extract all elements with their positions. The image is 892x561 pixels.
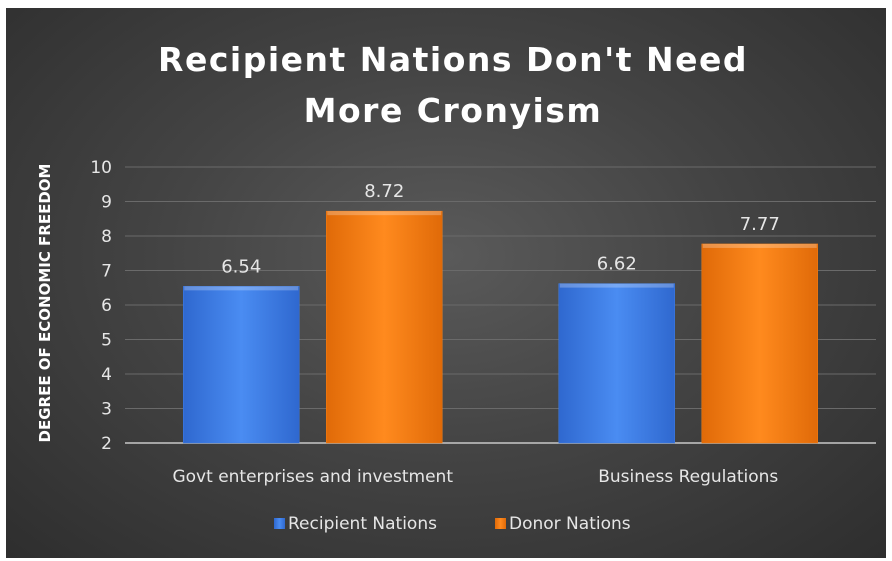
- bars: [183, 210, 818, 444]
- y-tick-label: 10: [90, 158, 112, 178]
- bar-highlight: [184, 286, 299, 291]
- bar-highlight: [327, 211, 442, 216]
- y-tick-label: 8: [101, 227, 112, 247]
- y-tick-label: 7: [101, 262, 112, 282]
- bar-recipient-2: [558, 283, 675, 444]
- y-tick-labels: 2 3 4 5 6 7 8 9 10: [90, 158, 112, 454]
- data-label: 8.72: [364, 181, 404, 202]
- y-tick-label: 9: [101, 193, 112, 213]
- category-label: Business Regulations: [598, 467, 778, 487]
- y-tick-label: 2: [101, 434, 112, 454]
- legend-swatch-donor: [495, 518, 506, 529]
- y-tick-label: 6: [101, 296, 112, 316]
- y-tick-label: 5: [101, 331, 112, 351]
- chart-card: Recipient Nations Don't Need More Cronyi…: [6, 8, 886, 558]
- category-labels: Govt enterprises and investment Business …: [172, 467, 778, 487]
- bar-chart: Recipient Nations Don't Need More Cronyi…: [36, 40, 876, 534]
- legend-label: Donor Nations: [509, 514, 631, 534]
- data-label: 7.77: [740, 214, 780, 235]
- data-label: 6.54: [221, 256, 261, 277]
- legend-swatch-recipient: [274, 518, 285, 529]
- chart-title-line-1: Recipient Nations Don't Need: [158, 40, 748, 79]
- y-tick-label: 4: [101, 365, 112, 385]
- bar-recipient-1: [183, 286, 300, 444]
- category-label: Govt enterprises and investment: [172, 467, 453, 487]
- legend-label: Recipient Nations: [288, 514, 437, 534]
- bar-donor-2: [701, 243, 818, 444]
- y-tick-label: 3: [101, 400, 112, 420]
- data-labels: 6.54 8.72 6.62 7.77: [221, 181, 780, 277]
- legend: Recipient Nations Donor Nations: [274, 514, 631, 534]
- chart-title-line-2: More Cronyism: [304, 91, 603, 130]
- bar-donor-1: [326, 210, 443, 444]
- y-axis-title: DEGREE OF ECONOMIC FREEDOM: [36, 164, 54, 443]
- data-label: 6.62: [597, 254, 637, 275]
- bar-highlight: [702, 243, 817, 248]
- bar-highlight: [559, 283, 674, 288]
